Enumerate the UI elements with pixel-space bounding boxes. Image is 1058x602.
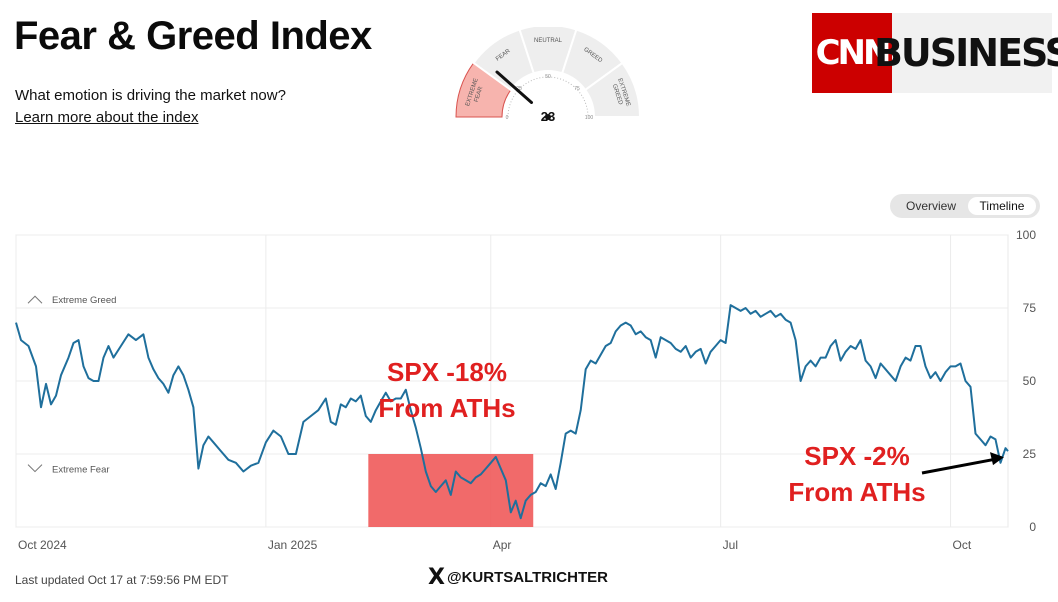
social-handle-text: @KURTSALTRICHTER [446,569,608,586]
annotation-spx-18: From ATHs [378,393,515,423]
overview-tab[interactable]: Overview [905,199,956,213]
cnn-business-logo: CNN BUSINESS [812,5,1058,95]
last-updated-text: Last updated Oct 17 at 7:59:56 PM EDT [15,573,229,587]
annotation-spx-2: SPX -2% [804,441,910,471]
cnn-logo-mark: CNN [812,13,892,93]
gauge-scale-label: 25 [516,86,522,92]
gauge-scale-label: 75 [574,86,580,92]
x-tick-label: Jul [723,538,738,552]
fear-greed-series-line [15,304,1009,520]
y-tick-label: 0 [1029,520,1036,534]
gauge-needle [495,70,533,104]
x-tick-label: Jan 2025 [268,538,318,552]
view-toggle: Overview Timeline [890,194,1040,218]
chevron-up-icon [27,295,43,304]
y-tick-label: 25 [1023,447,1037,461]
page-title: Fear & Greed Index [14,14,372,58]
gauge-segment [583,61,642,118]
gauge-hub [545,114,551,120]
gauge-scale-label: 50 [545,74,551,80]
y-tick-label: 50 [1023,374,1037,388]
social-handle: X @KURTSALTRICHTER [428,565,608,590]
reference-label: Extreme Greed [52,295,116,306]
gauge-scale-label: 100 [585,115,594,121]
x-tick-label: Oct [953,538,972,552]
arrow-head-icon [990,452,1004,466]
annotation-spx-18: SPX -18% [387,357,507,387]
reference-label: Extreme Fear [52,465,110,476]
page-subtitle: What emotion is driving the market now? [15,87,286,104]
x-tick-label: Oct 2024 [18,538,67,552]
annotation-arrow [921,457,997,475]
y-tick-label: 100 [1016,228,1036,242]
annotation-spx-2: From ATHs [788,477,925,507]
y-tick-label: 75 [1023,301,1037,315]
gauge-segment-label: NEUTRAL [534,38,563,44]
gauge-value: 23 [541,109,555,124]
business-wordmark: BUSINESS [874,13,1058,93]
chevron-down-icon [27,464,43,473]
x-tick-label: Apr [493,538,512,552]
x-logo-icon: X [428,565,445,590]
fear-greed-timeline-chart: 0 25 50 75 100 Oct 2024 Jan 2025 Apr Jul Oct Ext… [15,228,1037,552]
learn-more-link[interactable]: Learn more about the index [15,109,199,126]
gauge-scale-label: 0 [506,115,509,121]
timeline-tab[interactable]: Timeline [968,197,1036,215]
